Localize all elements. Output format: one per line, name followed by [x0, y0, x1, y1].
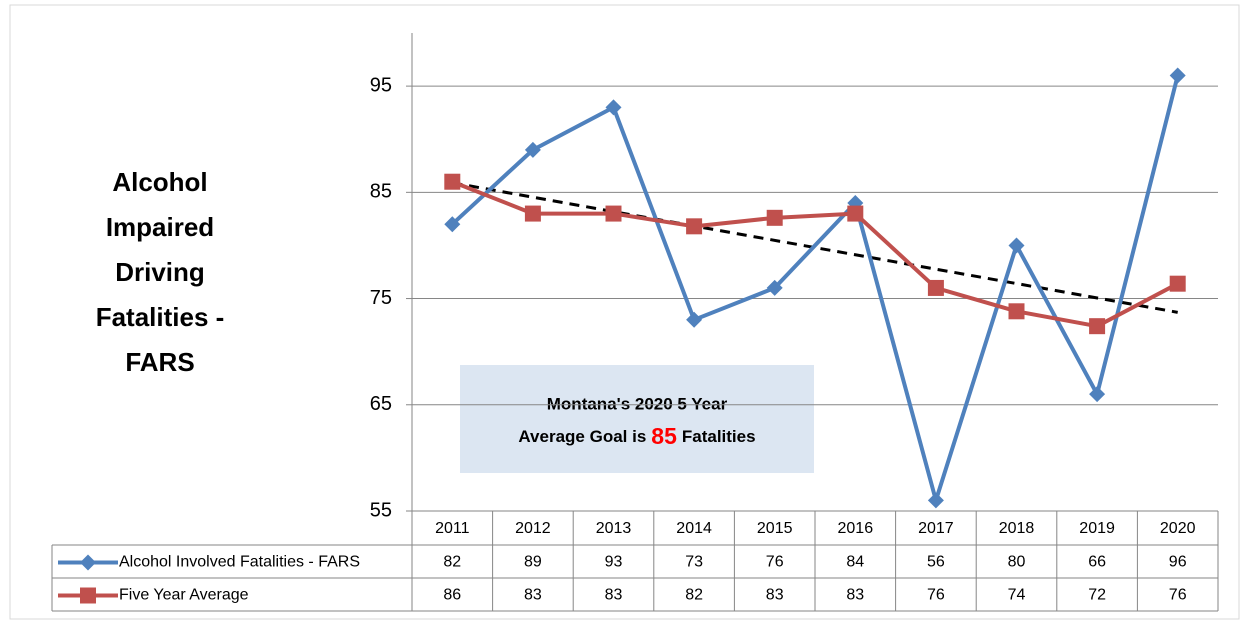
annotation-line: Average Goal is 85 Fatalities — [518, 423, 755, 449]
table-value: 83 — [524, 587, 542, 604]
table-value: 76 — [766, 554, 784, 571]
data-point — [1089, 386, 1106, 403]
table-value: 66 — [1088, 554, 1106, 571]
data-point — [444, 216, 461, 233]
chart-frame — [9, 4, 1240, 620]
table-value: 93 — [605, 554, 623, 571]
table-value: 76 — [1169, 587, 1187, 604]
data-point — [1169, 275, 1186, 292]
data-point — [766, 209, 783, 226]
table-value: 82 — [685, 587, 703, 604]
data-point — [847, 205, 864, 222]
annotation-text: Fatalities — [682, 427, 756, 446]
x-tick-label: 2013 — [596, 520, 632, 537]
table-value: 83 — [846, 587, 864, 604]
annotation-goal: 85 — [651, 423, 677, 449]
table-value: 96 — [1169, 554, 1187, 571]
data-point — [524, 141, 541, 158]
legend-label: Five Year Average — [119, 587, 249, 604]
y-tick-label: 95 — [370, 74, 392, 96]
x-tick-label: 2012 — [515, 520, 551, 537]
legend-marker — [80, 587, 96, 604]
data-point — [605, 99, 622, 116]
data-point — [1169, 67, 1186, 84]
legend-label: Alcohol Involved Fatalities - FARS — [119, 554, 360, 571]
table-value: 84 — [846, 554, 864, 571]
x-tick-label: 2018 — [999, 520, 1035, 537]
annotation-line: Montana's 2020 5 Year — [547, 394, 728, 413]
legend-marker — [80, 554, 96, 571]
table-value: 83 — [766, 587, 784, 604]
table-value: 76 — [927, 587, 945, 604]
data-point — [1008, 237, 1025, 254]
annotation-box — [460, 365, 814, 473]
data-point — [1089, 318, 1106, 335]
trendline — [452, 181, 1178, 314]
table-value: 56 — [927, 554, 945, 571]
table-value: 80 — [1008, 554, 1026, 571]
y-tick-label: 75 — [370, 287, 392, 309]
data-point — [686, 218, 703, 235]
y-tick-label: 55 — [370, 499, 392, 521]
table-value: 72 — [1088, 587, 1106, 604]
y-tick-label: 65 — [370, 393, 392, 415]
y-tick-label: 85 — [370, 181, 392, 203]
x-tick-label: 2016 — [838, 520, 874, 537]
table-value: 89 — [524, 554, 542, 571]
x-tick-label: 2020 — [1160, 520, 1196, 537]
data-point — [686, 311, 703, 328]
x-tick-label: 2017 — [918, 520, 954, 537]
data-point — [1008, 303, 1025, 320]
x-tick-label: 2015 — [757, 520, 793, 537]
series-line — [451, 179, 1179, 329]
data-point — [766, 279, 783, 296]
x-tick-label: 2019 — [1079, 520, 1115, 537]
table-value: 73 — [685, 554, 703, 571]
data-point — [524, 205, 541, 222]
table-value: 83 — [605, 587, 623, 604]
x-tick-label: 2014 — [676, 520, 712, 537]
data-point — [605, 205, 622, 222]
table-value: 74 — [1008, 587, 1026, 604]
x-tick-label: 2011 — [435, 520, 470, 537]
data-point — [927, 492, 944, 509]
table-value: 86 — [443, 587, 461, 604]
annotation-text: Average Goal is — [518, 427, 646, 446]
data-point — [444, 173, 461, 190]
data-point — [927, 279, 944, 296]
chart-title: Alcohol Impaired Driving Fatalities - FA… — [95, 167, 225, 377]
table-value: 82 — [443, 554, 461, 571]
